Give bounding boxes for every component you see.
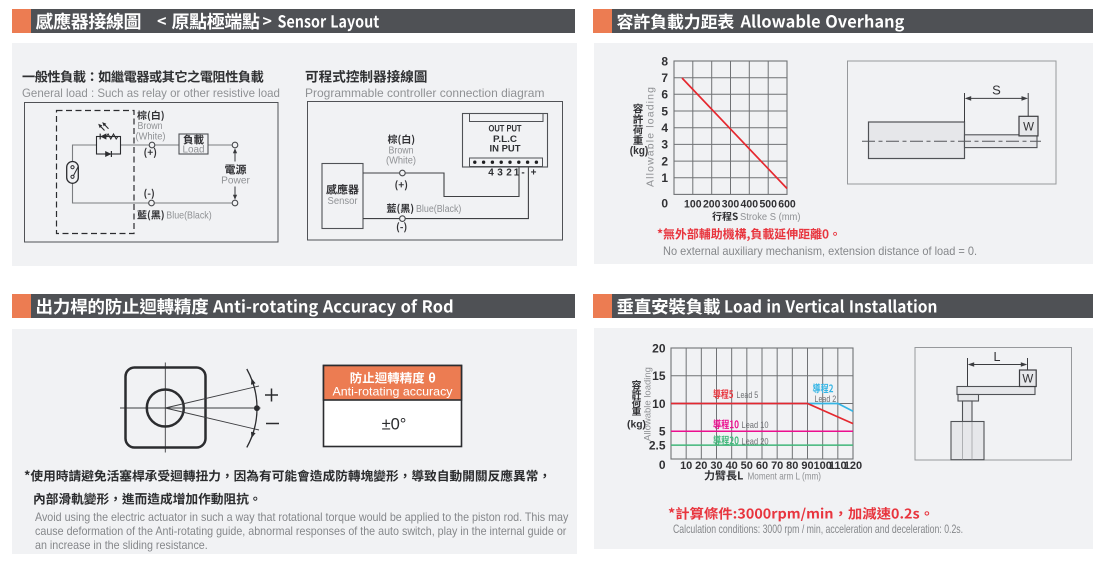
svg-text:Allowable loading: Allowable loading bbox=[643, 367, 654, 441]
svg-text:90: 90 bbox=[801, 460, 813, 472]
svg-text:50: 50 bbox=[741, 460, 753, 472]
svg-text:100: 100 bbox=[814, 460, 832, 472]
svg-text:Lead 10: Lead 10 bbox=[742, 420, 769, 431]
svg-text:+: + bbox=[531, 168, 537, 179]
svg-text:200: 200 bbox=[703, 199, 721, 211]
svg-text:P.L.C: P.L.C bbox=[493, 134, 517, 145]
svg-text:110: 110 bbox=[829, 460, 847, 472]
svg-text:300: 300 bbox=[722, 199, 740, 211]
svg-text:3: 3 bbox=[661, 138, 668, 152]
svg-text:10: 10 bbox=[652, 397, 666, 411]
svg-text:Sensor: Sensor bbox=[328, 195, 358, 207]
svg-text:OUT PUT: OUT PUT bbox=[489, 124, 522, 135]
svg-text:Blue(Black): Blue(Black) bbox=[416, 204, 461, 215]
svg-text:5: 5 bbox=[659, 425, 666, 439]
svg-text:1: 1 bbox=[514, 168, 520, 179]
svg-text:8: 8 bbox=[661, 54, 668, 68]
svg-text:2: 2 bbox=[661, 154, 668, 168]
svg-text:Blue(Black): Blue(Black) bbox=[166, 211, 211, 222]
svg-text:100: 100 bbox=[684, 199, 702, 211]
svg-text:(kg): (kg) bbox=[627, 419, 646, 431]
svg-text:20: 20 bbox=[652, 341, 666, 355]
svg-text:Brown: Brown bbox=[138, 121, 163, 132]
svg-text:Lead 20: Lead 20 bbox=[742, 436, 769, 447]
svg-text:Power: Power bbox=[221, 174, 250, 186]
svg-text:0: 0 bbox=[659, 458, 666, 472]
svg-text:W: W bbox=[1022, 374, 1033, 386]
svg-text:Anti-rotating accuracy: Anti-rotating accuracy bbox=[333, 385, 453, 399]
svg-text:2.5: 2.5 bbox=[649, 438, 666, 452]
svg-text:L: L bbox=[994, 350, 1001, 364]
svg-text:Lead 2: Lead 2 bbox=[815, 394, 837, 405]
svg-text:2: 2 bbox=[506, 168, 512, 179]
svg-text:10: 10 bbox=[680, 460, 692, 472]
svg-text:Lead 5: Lead 5 bbox=[737, 390, 759, 401]
svg-text:S: S bbox=[992, 83, 1001, 98]
svg-text:(kg): (kg) bbox=[630, 145, 649, 157]
svg-text:60: 60 bbox=[756, 460, 768, 472]
svg-text:4: 4 bbox=[488, 168, 494, 179]
svg-text:(White): (White) bbox=[386, 155, 416, 166]
svg-text:20: 20 bbox=[695, 460, 707, 472]
svg-text:30: 30 bbox=[710, 460, 722, 472]
svg-text:4: 4 bbox=[661, 121, 668, 135]
svg-text:Load: Load bbox=[183, 144, 205, 156]
svg-text:0: 0 bbox=[661, 197, 668, 211]
svg-text:70: 70 bbox=[771, 460, 783, 472]
svg-text:(White): (White) bbox=[136, 131, 166, 142]
svg-text:120: 120 bbox=[844, 460, 862, 472]
svg-text:5: 5 bbox=[661, 104, 668, 118]
svg-text:-: - bbox=[521, 168, 524, 179]
svg-text:500: 500 bbox=[759, 199, 777, 211]
svg-text:7: 7 bbox=[661, 71, 668, 85]
svg-text:±0°: ±0° bbox=[382, 416, 407, 434]
svg-text:6: 6 bbox=[661, 88, 668, 102]
svg-text:3: 3 bbox=[497, 168, 503, 179]
svg-text:400: 400 bbox=[741, 199, 759, 211]
svg-text:Moment arm L (mm): Moment arm L (mm) bbox=[748, 471, 822, 483]
svg-text:IN PUT: IN PUT bbox=[490, 144, 521, 155]
svg-text:600: 600 bbox=[778, 199, 796, 211]
svg-text:W: W bbox=[1023, 122, 1034, 134]
svg-text:80: 80 bbox=[786, 460, 798, 472]
svg-text:15: 15 bbox=[652, 369, 666, 383]
svg-text:Stroke S (mm): Stroke S (mm) bbox=[740, 211, 801, 223]
svg-text:40: 40 bbox=[726, 460, 738, 472]
svg-text:1: 1 bbox=[661, 171, 668, 185]
svg-text:Allowable loading: Allowable loading bbox=[645, 87, 657, 187]
svg-text:Brown: Brown bbox=[389, 145, 414, 156]
